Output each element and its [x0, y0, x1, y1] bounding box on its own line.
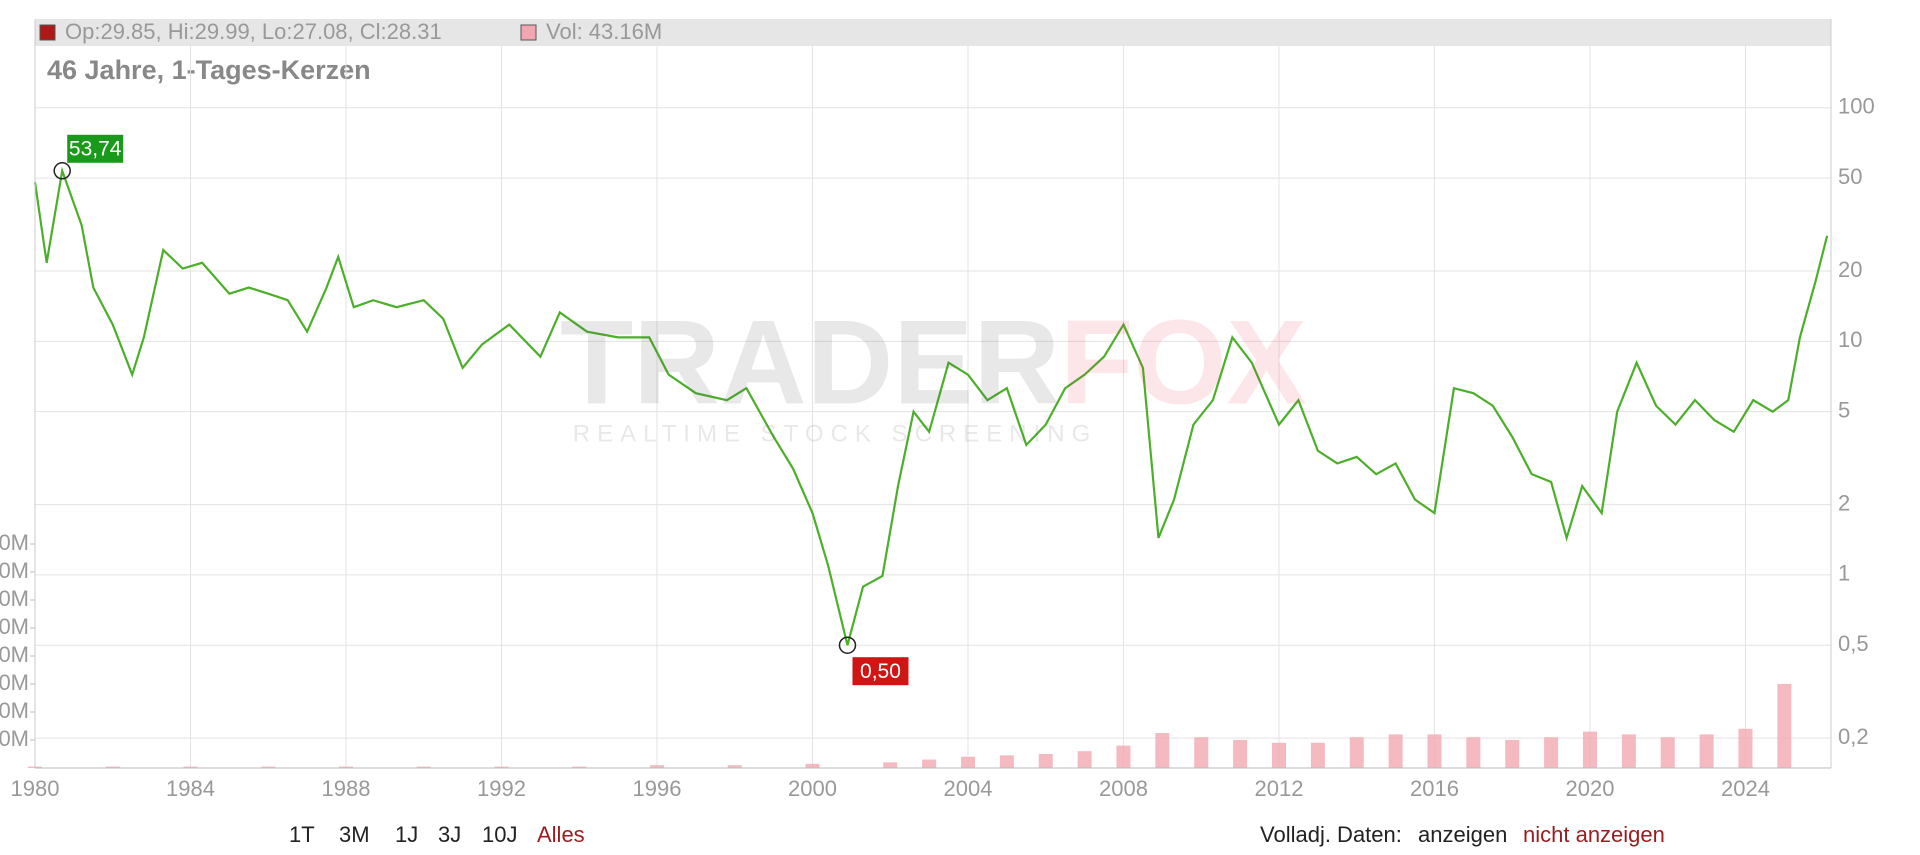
y-tick-label: 2	[1838, 490, 1850, 515]
volume-bar	[999, 755, 1014, 768]
control-label[interactable]: 3M	[339, 822, 370, 847]
volume-bar	[1582, 731, 1597, 768]
y2-tick-label: 0M	[0, 642, 29, 667]
volume-bar	[1310, 742, 1325, 768]
y-tick-label: 100	[1838, 94, 1875, 119]
y2-tick-label: 0M	[0, 698, 29, 723]
volume-label: Vol: 43.16M	[546, 19, 662, 44]
volume-bar	[1427, 734, 1442, 768]
volume-bar	[805, 763, 820, 768]
annotation-label: 0,50	[860, 660, 901, 683]
watermark: TRADER FOX REALTIME STOCK SCREENING	[560, 296, 1307, 448]
control-label[interactable]: nicht anzeigen	[1523, 822, 1665, 847]
controls: 1T 3M 1J 3J 10J Alles Volladj. Daten: anzeigen n…	[0, 822, 1920, 850]
y2-tick-label: 0M	[0, 530, 29, 555]
x-tick-label: 2004	[944, 776, 993, 801]
price-line	[33, 166, 1829, 646]
extreme-marker	[53, 162, 71, 180]
ohlc-label: Op:29.85, Hi:29.99, Lo:27.08, Cl:28.31	[65, 19, 442, 44]
volume-bar	[649, 765, 664, 768]
control-label[interactable]: Alles	[537, 822, 585, 847]
volume-bar	[960, 756, 975, 768]
extreme-marker	[838, 636, 857, 654]
volume-bar	[883, 762, 898, 768]
volume-bar	[1544, 737, 1559, 768]
x-tick-label: 1988	[322, 776, 371, 801]
y2-tick-label: 0M	[0, 558, 29, 583]
annotation-box	[67, 134, 124, 163]
y2-tick-label: 0M	[0, 670, 29, 695]
volume-bar	[922, 759, 937, 768]
x-tick-label: 2016	[1410, 776, 1459, 801]
volume-bar	[1349, 737, 1364, 768]
y-tick-label: 20	[1838, 257, 1862, 282]
x-tick-label: 1984	[166, 776, 215, 801]
volume-swatch	[520, 24, 537, 41]
control-label[interactable]: anzeigen	[1418, 822, 1508, 847]
watermark-brand: TRADER	[560, 296, 1060, 430]
control-label[interactable]: 10J	[482, 822, 518, 847]
volume-bar	[1388, 734, 1403, 768]
control-label: Volladj. Daten:	[1260, 822, 1402, 847]
volume-bar	[416, 766, 431, 768]
volume-bar	[105, 766, 120, 768]
volume-bar	[1505, 740, 1520, 768]
x-tick-label: 1996	[633, 776, 682, 801]
ohlc-swatch	[39, 24, 56, 41]
y-tick-label: 0,2	[1838, 724, 1869, 749]
x-tick-label: 2008	[1099, 776, 1148, 801]
y2-tick-label: 0M	[0, 726, 29, 751]
volume-bar	[727, 765, 742, 768]
volume-bar	[1077, 751, 1092, 768]
volume-bar	[1038, 754, 1053, 768]
x-tick-label: 1980	[11, 776, 60, 801]
x-tick-label: 2000	[788, 776, 837, 801]
x-tick-label: 2012	[1255, 776, 1304, 801]
volume-bar	[1233, 740, 1248, 768]
annotation-label: 53,74	[69, 137, 122, 160]
volume-bar	[338, 766, 353, 768]
chart-title: 46 Jahre, 1-Tages-Kerzen	[47, 55, 371, 85]
volume-bar	[261, 766, 276, 768]
volume-bar	[183, 766, 198, 768]
y-tick-label: 1	[1838, 561, 1850, 586]
volume-bar	[494, 766, 509, 768]
header-bar	[35, 19, 1831, 46]
volume-bar	[1738, 728, 1753, 768]
control-label[interactable]: 3J	[438, 822, 462, 847]
volume-bar	[572, 766, 587, 768]
x-tick-label: 1992	[477, 776, 526, 801]
control-label[interactable]: 1T	[289, 822, 315, 847]
annotation-box	[852, 657, 909, 686]
volume-bar	[1621, 734, 1636, 768]
y-tick-label: 0,5	[1838, 631, 1869, 656]
volume-bar	[1777, 684, 1792, 768]
x-tick-label: 2020	[1566, 776, 1615, 801]
y-tick-label: 50	[1838, 164, 1862, 189]
volume-bar	[1660, 737, 1675, 768]
control-label[interactable]: 1J	[395, 822, 419, 847]
volume-bar	[1194, 737, 1209, 768]
y-tick-label: 10	[1838, 327, 1862, 352]
volume-bar	[1116, 745, 1131, 768]
watermark-brand: FOX	[1060, 296, 1307, 430]
watermark-tagline: REALTIME STOCK SCREENING	[573, 420, 1098, 447]
volume-bar	[1271, 742, 1286, 768]
y-tick-label: 5	[1838, 397, 1850, 422]
volume-bar	[1155, 733, 1170, 768]
volume-bar	[1466, 737, 1481, 768]
y2-tick-label: 0M	[0, 586, 29, 611]
y2-tick-label: 0M	[0, 614, 29, 639]
x-tick-label: 2024	[1721, 776, 1770, 801]
volume-bar	[1699, 734, 1714, 768]
